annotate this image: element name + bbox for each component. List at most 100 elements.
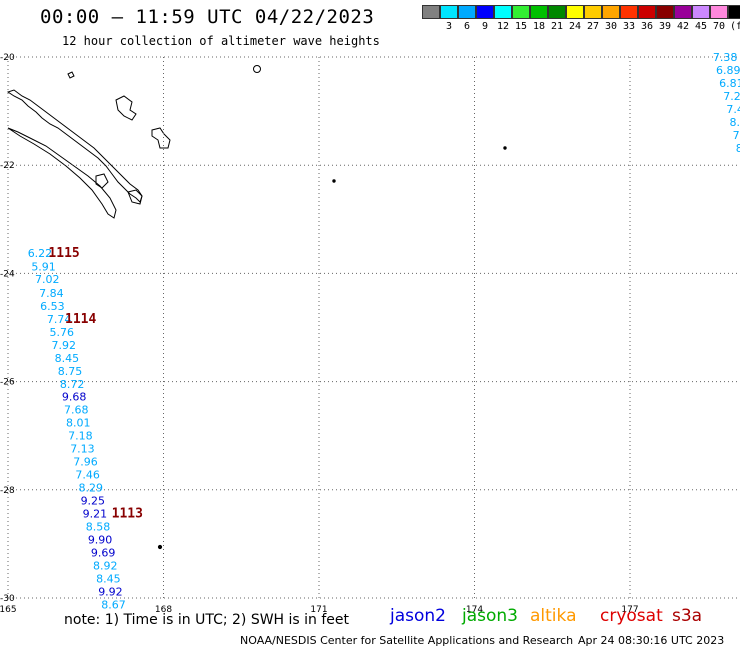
latitude-labels: -20 -22 -24 -26 -28 -30 <box>0 53 15 604</box>
map-title: 00:00 – 11:59 UTC 04/22/2023 <box>40 6 375 28</box>
legend-swatch <box>422 5 440 19</box>
lon-tick-label: 171 <box>310 605 327 615</box>
legend-swatch <box>674 5 692 19</box>
mission-jason2: jason2 <box>390 606 446 626</box>
wave-height-value: 7.46 <box>75 469 100 482</box>
legend-swatch <box>476 5 494 19</box>
wave-height-value: 8.92 <box>93 560 118 573</box>
lat-tick-label: -26 <box>0 378 15 388</box>
hour-label: 1113 <box>112 507 143 522</box>
legend-swatch <box>458 5 476 19</box>
wave-height-value: 5.91 <box>31 260 56 273</box>
legend-swatch <box>512 5 530 19</box>
wave-height-value: 8 <box>736 142 740 155</box>
wave-height-value: 7.4 <box>726 103 740 116</box>
wave-height-value: 7.84 <box>39 287 64 300</box>
wave-height-value: 7.28 <box>723 90 740 103</box>
lat-tick-label: -24 <box>0 269 15 279</box>
legend-label: 30 <box>604 21 618 32</box>
wave-height-value: 5.76 <box>49 326 74 339</box>
credit-line: NOAA/NESDIS Center for Satellite Applica… <box>240 634 574 647</box>
legend-label: 36 <box>640 21 654 32</box>
wave-height-value: 9.68 <box>62 391 86 404</box>
lon-tick-label: 168 <box>155 605 172 615</box>
lon-tick-label: 165 <box>0 605 17 615</box>
wave-height-value: 6.53 <box>40 300 65 313</box>
wave-height-value: 8.72 <box>60 378 84 391</box>
legend-swatch <box>494 5 512 19</box>
wave-height-value: 7.68 <box>64 404 88 417</box>
legend-label: 9 <box>481 21 489 32</box>
wave-height-value: 7.18 <box>68 430 93 443</box>
wave-height-value: 8.58 <box>86 521 111 534</box>
wave-height-value: 7.38 <box>713 51 738 64</box>
observation-labels: 6.225.917.027.846.537.745.767.928.458.75… <box>28 51 740 611</box>
legend-swatch <box>530 5 548 19</box>
wave-height-value: 9.92 <box>98 586 123 599</box>
legend-unit: (ft) <box>730 21 740 32</box>
legend-swatch <box>566 5 584 19</box>
mission-s3a: s3a <box>672 606 703 626</box>
legend-swatches <box>422 5 740 19</box>
wave-height-value: 7.13 <box>70 443 95 456</box>
lon-tick-label: 177 <box>621 605 638 615</box>
legend-swatch <box>656 5 674 19</box>
hour-labels: 1115 1114 1113 <box>48 246 143 522</box>
generated-timestamp: Apr 24 08:30:16 UTC 2023 <box>578 634 725 647</box>
wave-height-value: 8.67 <box>101 598 126 611</box>
wave-height-value: 9.21 <box>83 508 108 521</box>
mission-altika: altika <box>530 606 577 626</box>
legend-label: 70 <box>712 21 726 32</box>
legend-swatch <box>620 5 638 19</box>
footer-note: note: 1) Time is in UTC; 2) SWH is in fe… <box>64 612 350 628</box>
legend-label: 27 <box>586 21 600 32</box>
wave-height-value: 7.92 <box>52 339 77 352</box>
legend-label: 42 <box>676 21 690 32</box>
legend-swatch <box>440 5 458 19</box>
wave-height-value: 8.29 <box>78 482 103 495</box>
legend-label: 21 <box>550 21 564 32</box>
lat-tick-label: -30 <box>0 594 15 604</box>
wave-height-value: 9.90 <box>88 534 113 547</box>
legend-label: 6 <box>463 21 471 32</box>
wave-height-value: 8.45 <box>55 352 80 365</box>
wave-height-value: 8.2 <box>730 116 740 129</box>
hour-label: 1114 <box>65 312 96 327</box>
legend-swatch <box>692 5 710 19</box>
hour-label: 1115 <box>48 246 79 261</box>
mission-jason3: jason3 <box>462 606 518 626</box>
legend-label: 45 <box>694 21 708 32</box>
legend-swatch <box>728 5 740 19</box>
wave-height-value: 6.89 <box>716 64 740 77</box>
legend-swatch <box>638 5 656 19</box>
legend-label: 24 <box>568 21 582 32</box>
lat-tick-label: -28 <box>0 486 15 496</box>
lon-tick-label: 174 <box>466 605 483 615</box>
wave-height-value: 7. <box>733 129 740 142</box>
wave-height-value: 8.75 <box>58 365 82 378</box>
legend-labels: 3 6 9 12 15 18 21 24 27 30 33 36 39 42 45 70 <box>422 19 740 33</box>
legend-swatch <box>602 5 620 19</box>
wave-height-value: 7.96 <box>73 456 98 469</box>
wave-height-value: 8.45 <box>96 573 121 586</box>
legend-swatch <box>548 5 566 19</box>
legend-label: 18 <box>532 21 546 32</box>
wave-height-value: 7.02 <box>35 273 60 286</box>
legend-swatch <box>710 5 728 19</box>
wave-height-value: 7.74 <box>47 313 72 326</box>
lat-tick-label: -20 <box>0 53 15 63</box>
longitude-labels: 165 168 171 174 177 <box>0 605 639 615</box>
wave-height-value: 6.22 <box>28 247 53 260</box>
legend-label: 39 <box>658 21 672 32</box>
legend-label: 3 <box>445 21 453 32</box>
wave-height-value: 9.69 <box>91 547 116 560</box>
legend-label: 15 <box>514 21 528 32</box>
legend-label: 33 <box>622 21 636 32</box>
map-subtitle: 12 hour collection of altimeter wave hei… <box>62 34 380 48</box>
legend-swatch <box>584 5 602 19</box>
coastline <box>6 65 507 550</box>
wave-height-value: 8.01 <box>66 417 91 430</box>
lat-tick-label: -22 <box>0 161 15 171</box>
